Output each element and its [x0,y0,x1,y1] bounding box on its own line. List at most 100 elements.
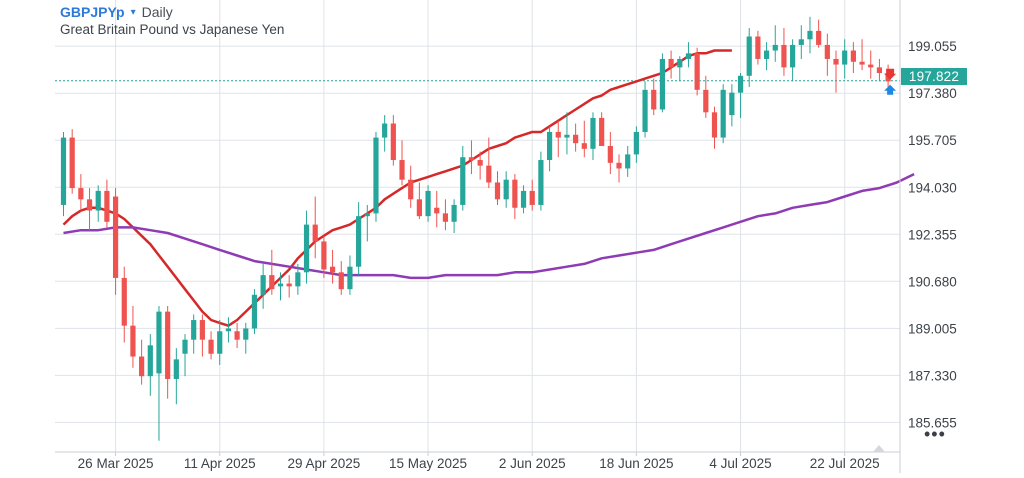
candle-body [225,328,232,332]
candle-body [494,182,501,200]
candle-body [486,165,492,183]
candle-body [520,190,527,208]
candle-body [503,179,509,200]
trade-markers [884,68,897,95]
candle-body [625,154,631,169]
instrument-description: Great Britain Pound vs Japanese Yen [60,22,285,37]
candle-body [703,89,709,113]
candle-body [555,131,561,138]
candle-body [599,117,605,146]
candle-body [573,134,579,144]
candles [60,16,891,441]
candle-body [416,199,422,217]
x-tick-label: 11 Apr 2025 [184,456,256,471]
y-tick-label: 195.705 [908,133,957,148]
candle-body [130,325,136,357]
x-tick-label: 22 Jul 2025 [810,456,880,471]
candle-body [217,331,223,354]
candle-body [312,224,318,242]
x-tick-label: 29 Apr 2025 [287,456,360,471]
candle-body [329,266,336,273]
candle-body [69,137,75,189]
candle-body [260,275,266,295]
candle-body [677,58,683,68]
candle-body [850,50,856,62]
candle-body [303,224,310,273]
y-tick-label: 187.330 [908,368,957,383]
candle-body [399,160,405,180]
candle-body [581,143,587,149]
candle-body [208,339,214,354]
candle-body [112,196,119,278]
candle-body [590,117,596,149]
candle-body [269,275,275,290]
candle-body [529,190,535,205]
candle-body [277,283,284,287]
y-tick-label: 197.380 [908,86,957,101]
candle-body [790,44,796,68]
chevron-down-icon[interactable]: ▾ [130,6,136,18]
candle-body [694,53,700,90]
candle-body [512,179,518,208]
candle-body [251,294,258,329]
candle-body [60,137,67,205]
y-tick-label: 192.355 [908,227,957,242]
candle-body [156,311,162,374]
candle-body [781,44,787,68]
candle-body [460,157,466,205]
candle-body [538,160,544,205]
x-tick-label: 2 Jun 2025 [499,456,566,471]
candle-body [234,331,240,340]
candle-body [755,36,761,59]
y-tick-label: 185.655 [908,415,957,430]
buy-arrow-icon [884,84,897,95]
candle-body [104,190,110,222]
candle-body [772,44,778,51]
candle-body [468,157,475,161]
candle-body [546,131,553,161]
candle-body [243,328,249,340]
candle-body [182,339,188,354]
interval-label[interactable]: Daily [141,4,173,20]
grid-layer [55,0,900,452]
axes: 199.055 197.380 195.705 194.030 192.355 190.6… [55,0,957,473]
candle-body [729,92,735,116]
x-tick-label: 26 Mar 2025 [78,456,154,471]
candle-body [121,277,127,326]
current-price-badge: 197.822 [901,68,967,85]
more-options-icon[interactable]: ••• [924,424,946,444]
candle-body [859,61,865,65]
scroll-marker-icon [873,445,885,452]
symbol-selector[interactable]: GBPJPYp [60,4,125,20]
candle-body [191,320,197,340]
candle-body [295,272,301,287]
y-tick-label: 189.005 [908,321,957,336]
candle-body [338,272,344,290]
candle-body [321,241,327,270]
y-tick-label: 190.680 [908,274,957,289]
candle-body [633,131,639,155]
candle-body [668,58,674,68]
candle-body [356,216,362,267]
candle-body [746,36,752,76]
candle-body [408,179,414,200]
candle-body [373,137,379,214]
candle-body [685,53,692,59]
candle-body [564,134,570,138]
candle-body [737,75,744,93]
candle-body [616,162,622,169]
candle-body [147,345,153,377]
candle-body [442,213,449,222]
candle-body [868,64,874,68]
y-tick-label: 199.055 [908,39,957,54]
moving-averages [62,49,915,327]
candle-body [833,58,839,65]
candle-body [173,359,179,380]
candle-body [876,67,883,73]
candle-body [165,311,171,380]
fast-moving-average-line [62,49,732,327]
candle-body [763,50,770,59]
sell-arrow-icon [884,68,897,80]
